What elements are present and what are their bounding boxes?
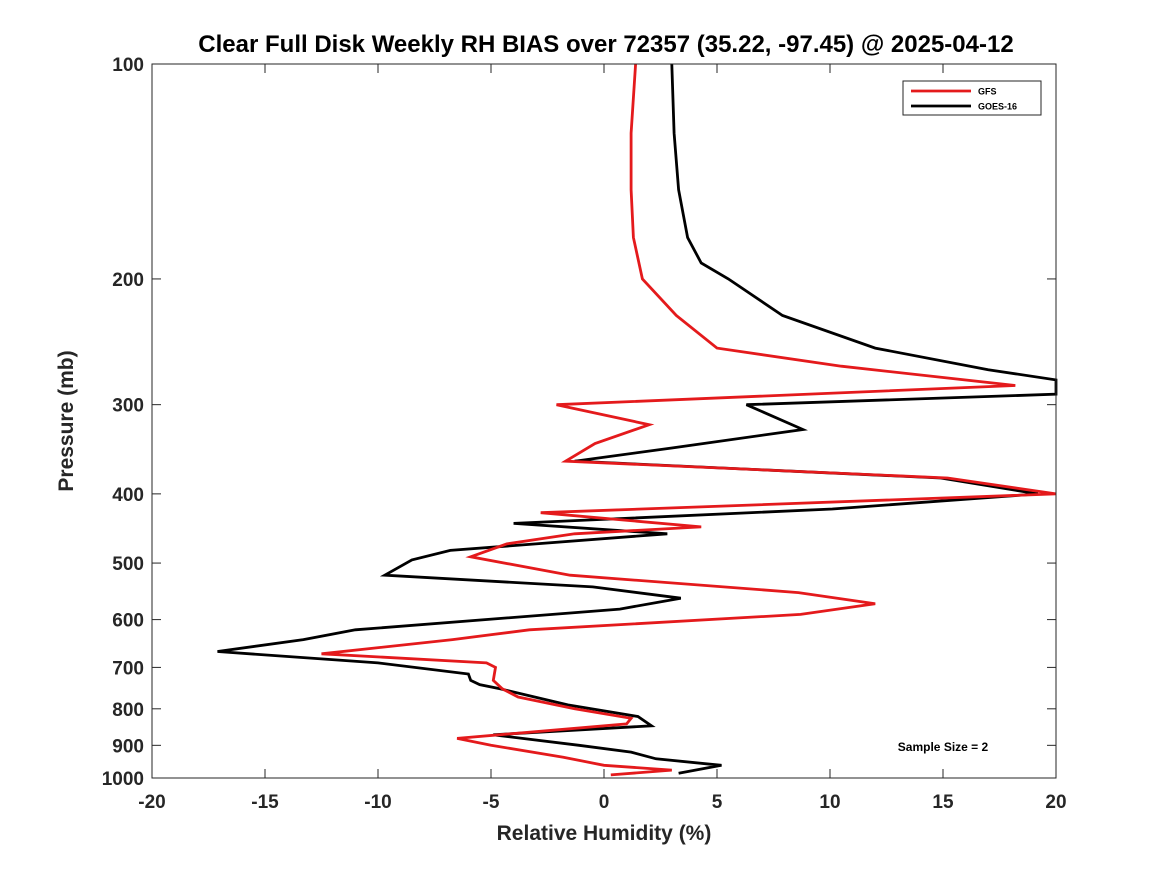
x-tick-label: 15 <box>932 792 954 813</box>
series-line-gfs <box>321 63 1057 777</box>
y-tick-label: 300 <box>112 396 144 417</box>
chart-title: Clear Full Disk Weekly RH BIAS over 7235… <box>198 31 1013 58</box>
plot-frame <box>151 63 1057 779</box>
y-tick-label: 400 <box>112 485 144 506</box>
y-tick-label: 900 <box>112 736 144 757</box>
legend-entry: GFS <box>978 87 997 97</box>
y-tick-label: 200 <box>112 270 144 291</box>
x-tick-label: -5 <box>483 792 500 813</box>
series-layer <box>217 63 1058 777</box>
y-tick-label: 500 <box>112 554 144 575</box>
plot-area <box>152 64 1056 778</box>
x-tick-label: -10 <box>364 792 391 813</box>
legend: GFS GOES-16 <box>902 80 1042 116</box>
tick-labels: -20 -15 -10 -5 0 5 10 15 20 100 200 300 400 500 600 700… <box>102 55 1067 813</box>
y-tick-label: 600 <box>112 611 144 632</box>
y-tick-label: 800 <box>112 700 144 721</box>
x-tick-label: 5 <box>712 792 723 813</box>
x-tick-label: 20 <box>1045 792 1066 813</box>
y-axis-label: Pressure (mb) <box>55 350 78 491</box>
legend-box <box>902 80 1042 116</box>
sample-size-annotation: Sample Size = 2 <box>898 740 989 754</box>
y-tick-label: 1000 <box>102 769 144 790</box>
series-line-goes-16 <box>217 63 1058 775</box>
legend-entry: GOES-16 <box>978 102 1017 112</box>
y-tick-label: 100 <box>112 55 144 76</box>
x-axis-label: Relative Humidity (%) <box>497 822 712 845</box>
x-tick-label: 0 <box>599 792 610 813</box>
x-tick-label: -20 <box>138 792 165 813</box>
y-tick-label: 700 <box>112 658 144 679</box>
x-tick-label: -15 <box>251 792 279 813</box>
x-tick-label: 10 <box>819 792 840 813</box>
